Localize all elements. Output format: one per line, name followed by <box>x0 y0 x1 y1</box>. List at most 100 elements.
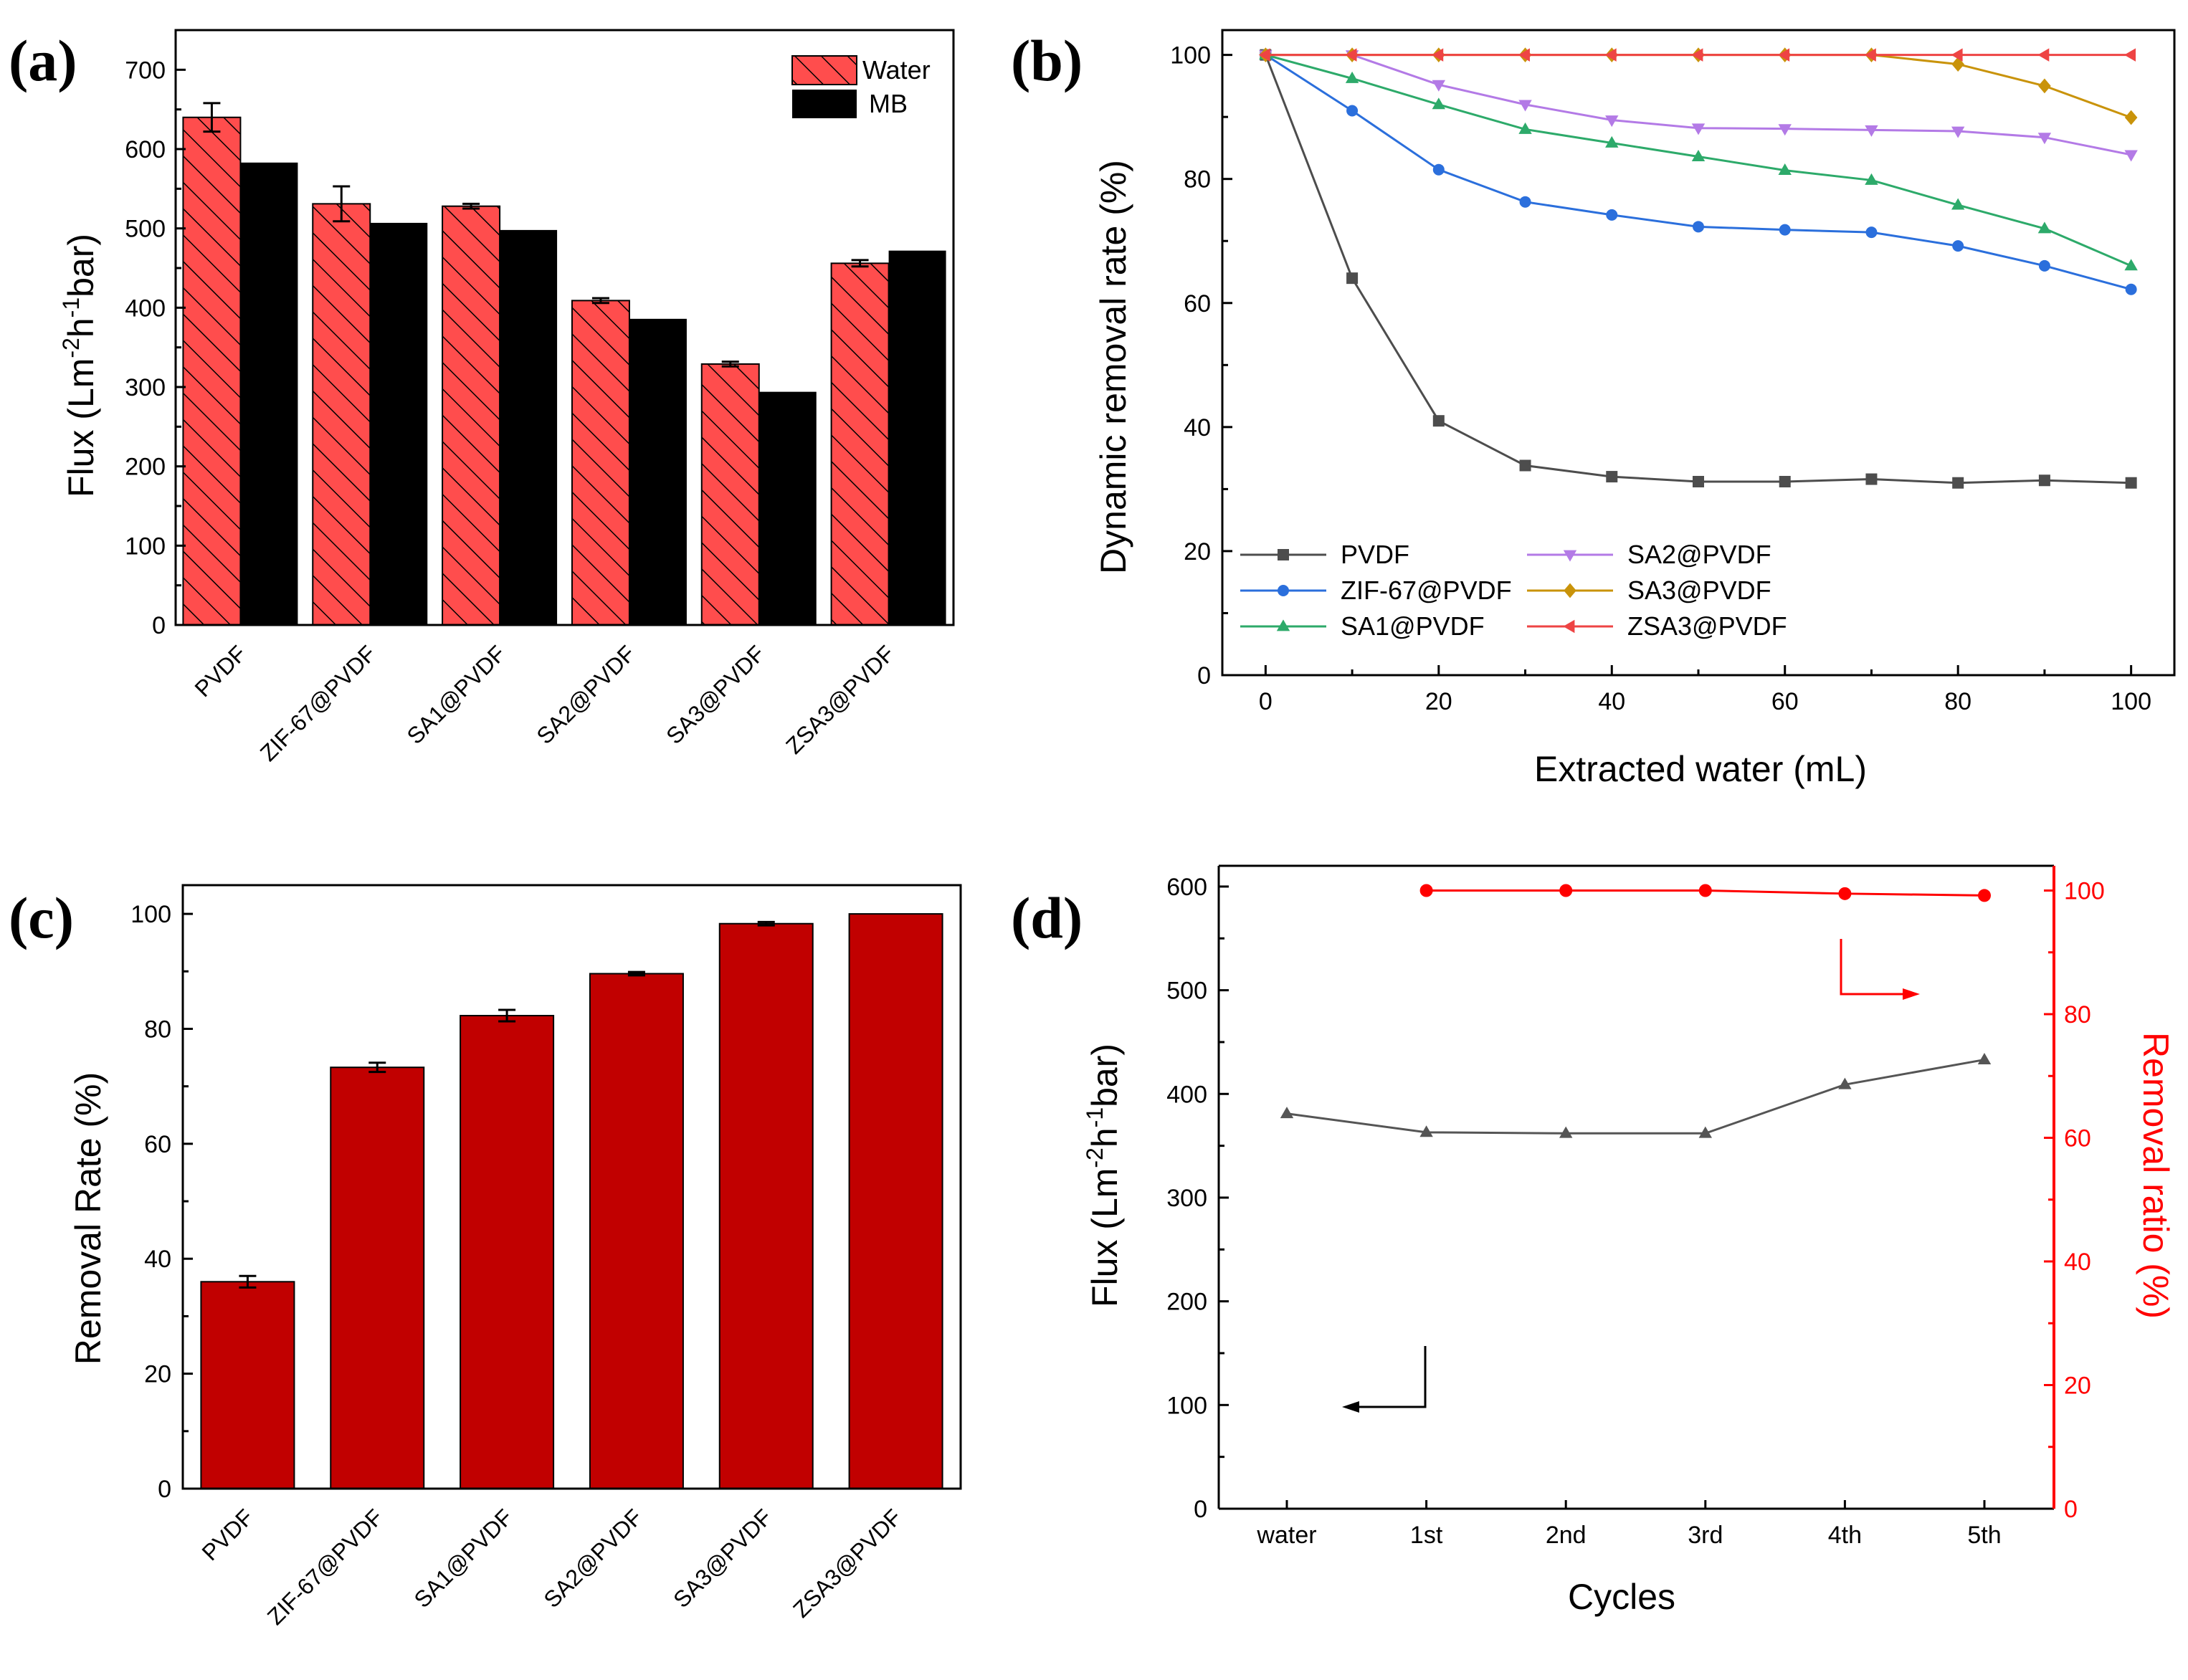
panel-a-yticks: 0 100 200 300 400 500 600 700 <box>125 57 166 639</box>
d-ytick-left: 500 <box>1166 978 1207 1005</box>
legend-label-pvdf: PVDF <box>1341 540 1409 569</box>
c-ytick: 60 <box>144 1131 171 1158</box>
data-point <box>1606 209 1618 221</box>
data-point <box>1518 48 1530 62</box>
legend-marker <box>1563 619 1575 634</box>
c-ytick: 100 <box>130 901 171 928</box>
data-point <box>1778 163 1792 175</box>
legend-label-sa1: SA1@PVDF <box>1341 611 1485 641</box>
panel-b-ylabel: Dynamic removal rate (%) <box>1093 160 1133 574</box>
data-point <box>2037 221 2052 234</box>
b-xtick: 100 <box>2111 688 2151 715</box>
removal-point <box>1559 884 1573 897</box>
data-point <box>1691 149 1706 161</box>
bar-mb <box>500 229 558 625</box>
data-point <box>2125 283 2137 295</box>
flux-point <box>1280 1107 1294 1119</box>
c-ytick: 0 <box>158 1476 171 1503</box>
data-point <box>1691 123 1706 135</box>
data-point <box>2124 259 2138 271</box>
panel-c-frame <box>181 884 962 1490</box>
bar-removal <box>718 922 814 1490</box>
a-ytick: 0 <box>152 612 166 639</box>
legend-label-sa3: SA3@PVDF <box>1627 576 1771 605</box>
panel-b-xticks: 0 20 40 60 80 100 <box>1259 688 2151 715</box>
data-point <box>1864 48 1876 62</box>
b-xtick: 40 <box>1598 688 1625 715</box>
bar-removal <box>589 973 684 1489</box>
data-point <box>1432 48 1444 62</box>
series-line <box>1265 54 2132 291</box>
data-point <box>1605 115 1619 128</box>
data-point <box>1951 48 1963 62</box>
bar-mb <box>240 162 298 625</box>
legend-marker <box>1564 583 1576 598</box>
bar-mb <box>629 318 687 625</box>
data-point <box>1778 48 1790 62</box>
panel-d-ylabel-left: Flux (Lm-2h-1bar) <box>1082 1044 1125 1307</box>
flux-line <box>1286 1059 1985 1135</box>
bar-water <box>442 205 501 626</box>
panel-b: (b) Dynamic removal rate (%) Extracted w… <box>1011 28 2176 789</box>
panel-c-yticks: 0 20 40 60 80 100 <box>130 901 171 1503</box>
data-point <box>1865 473 1878 485</box>
a-ytick: 400 <box>125 295 166 322</box>
b-ytick: 40 <box>1184 414 1211 442</box>
data-point <box>1865 226 1878 239</box>
flux-axis-arrowhead <box>1342 1401 1359 1413</box>
bar-water <box>312 203 371 626</box>
panel-a-plot <box>176 68 946 626</box>
removal-point <box>1978 889 1991 902</box>
data-point <box>2124 48 2136 62</box>
panel-d-xlabel: Cycles <box>1568 1577 1675 1617</box>
legend-marker <box>1278 549 1289 560</box>
data-point <box>2038 474 2050 487</box>
data-point <box>1691 48 1703 62</box>
data-point <box>1865 173 1878 185</box>
d-category-label: 1st <box>1410 1522 1443 1549</box>
b-ytick: 20 <box>1184 538 1211 565</box>
d-ytick-left: 600 <box>1166 874 1207 901</box>
b-ytick: 60 <box>1184 290 1211 318</box>
data-point <box>2038 259 2050 272</box>
a-category-label: PVDF <box>190 640 252 702</box>
panel-d-label: (d) <box>1011 885 1083 950</box>
legend-label-mb: MB <box>869 89 908 118</box>
data-point <box>1779 224 1791 236</box>
b-xtick: 0 <box>1259 688 1273 715</box>
d-ytick-left: 0 <box>1194 1496 1207 1523</box>
flux-point <box>1838 1077 1852 1089</box>
legend-swatch-water <box>791 55 857 85</box>
a-category-label: ZIF-67@PVDF <box>255 640 381 765</box>
data-point <box>2124 150 2138 162</box>
bar-mb <box>758 391 817 625</box>
data-point <box>1432 415 1445 427</box>
c-ytick: 80 <box>144 1016 171 1043</box>
d-category-label: 5th <box>1967 1522 2001 1549</box>
data-point <box>1518 122 1532 134</box>
a-ytick: 600 <box>125 136 166 163</box>
removal-point <box>1419 884 1433 897</box>
panel-a-legend: Water MB <box>791 55 931 118</box>
panel-c-xticks: PVDF ZIF-67@PVDF SA1@PVDF SA2@PVDF SA3@P… <box>197 1504 907 1629</box>
panel-c-ylabel: Removal Rate (%) <box>68 1072 108 1365</box>
legend-label-sa2: SA2@PVDF <box>1627 540 1771 569</box>
a-ytick: 700 <box>125 57 166 84</box>
c-category-label: ZSA3@PVDF <box>788 1504 906 1622</box>
data-point <box>1432 80 1446 92</box>
b-ytick: 100 <box>1170 42 1211 70</box>
c-category-label: SA3@PVDF <box>668 1504 777 1613</box>
flux-point <box>1419 1125 1433 1137</box>
panel-d-xticks: water 1st 2nd 3rd 4th 5th <box>1256 1522 2001 1549</box>
a-category-label: SA2@PVDF <box>531 640 640 749</box>
panel-b-xlabel: Extracted water (mL) <box>1534 749 1867 789</box>
panel-b-plot <box>1222 47 2138 677</box>
panel-b-yticks: 0 20 40 60 80 100 <box>1170 42 1211 689</box>
panel-d-yticks-left: 0 100 200 300 400 500 600 <box>1166 874 1207 1523</box>
panel-d-yticks-right: 0 20 40 60 80 100 <box>2064 878 2105 1524</box>
flux-point <box>1559 1126 1573 1138</box>
c-category-label: PVDF <box>197 1504 259 1565</box>
legend-marker <box>1563 550 1577 562</box>
d-ytick-right: 20 <box>2064 1373 2091 1400</box>
legend-label-zif67: ZIF-67@PVDF <box>1341 576 1512 605</box>
